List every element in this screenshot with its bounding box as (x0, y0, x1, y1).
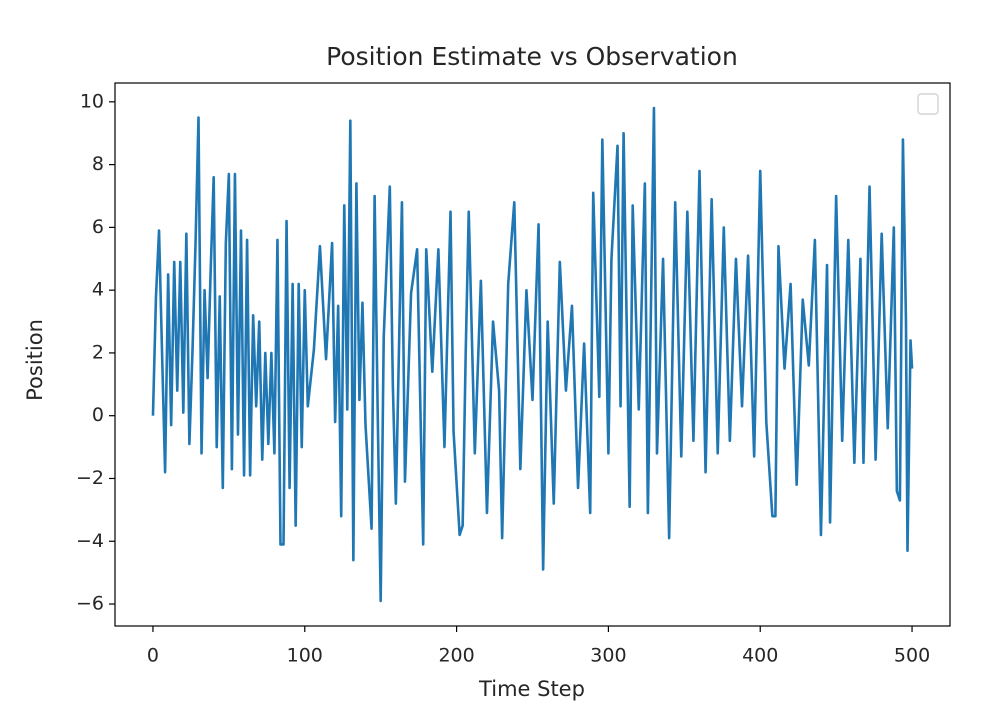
y-tick-label: 2 (92, 341, 104, 363)
data-line (151, 106, 914, 603)
y-tick-label: 4 (92, 279, 104, 301)
x-axis-label: Time Step (478, 677, 585, 701)
y-tick-label: 8 (92, 153, 104, 175)
y-tick-label: −6 (76, 593, 104, 615)
y-axis-label: Position (23, 319, 47, 401)
x-tick-label: 0 (147, 645, 159, 667)
y-tick-label: 6 (92, 216, 104, 238)
legend-box (917, 93, 939, 115)
x-tick-label: 500 (894, 645, 930, 667)
plot-area (151, 106, 914, 603)
y-tick-label: −2 (76, 467, 104, 489)
chart-title: Position Estimate vs Observation (326, 42, 738, 71)
x-tick-label: 100 (287, 645, 323, 667)
x-tick-label: 200 (438, 645, 474, 667)
x-tick-label: 400 (742, 645, 778, 667)
y-tick-label: −4 (76, 530, 104, 552)
y-tick-label: 0 (92, 404, 104, 426)
x-tick-label: 300 (590, 645, 626, 667)
y-tick-label: 10 (80, 90, 104, 112)
axes-frame (114, 82, 951, 627)
